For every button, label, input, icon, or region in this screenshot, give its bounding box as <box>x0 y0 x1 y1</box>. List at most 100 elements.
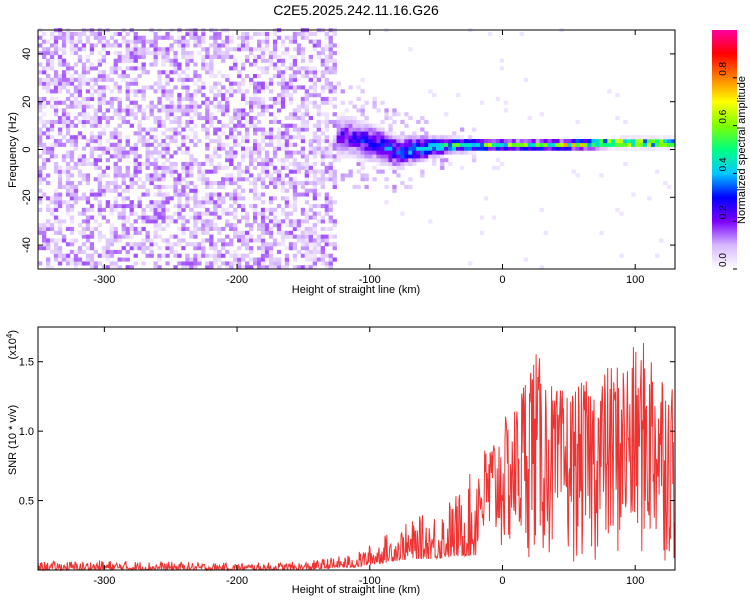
heatmap-cell <box>651 135 656 140</box>
heatmap-cell <box>392 188 397 193</box>
heatmap-cell <box>312 150 317 155</box>
heatmap-cell <box>197 74 202 79</box>
heatmap-cell <box>46 89 51 94</box>
heatmap-cell <box>396 154 401 159</box>
heatmap-cell <box>217 249 222 254</box>
heatmap-cell <box>511 146 517 151</box>
heatmap-cell <box>328 219 333 224</box>
heatmap-cell <box>276 127 282 132</box>
heatmap-cell <box>352 123 357 128</box>
heatmap-cell <box>276 242 282 247</box>
heatmap-cell <box>237 161 242 166</box>
heatmap-cell <box>241 112 246 117</box>
heatmap-cell <box>472 142 477 147</box>
heatmap-cell <box>185 226 190 231</box>
heatmap-cell <box>169 108 174 113</box>
heatmap-cell <box>42 112 47 117</box>
heatmap-cell <box>237 177 242 182</box>
heatmap-cell <box>229 226 234 231</box>
heatmap-cell <box>173 135 178 140</box>
heatmap-cell <box>73 77 79 82</box>
heatmap-cell <box>388 127 393 132</box>
heatmap-cell <box>165 165 170 170</box>
heatmap-cell <box>360 150 365 155</box>
heatmap-cell <box>153 81 158 86</box>
heatmap-cell <box>225 261 230 266</box>
heatmap-cell <box>631 146 636 151</box>
heatmap-cell <box>292 223 298 228</box>
heatmap-cell <box>420 127 425 132</box>
heatmap-cell <box>328 150 333 155</box>
heatmap-cell <box>165 35 170 40</box>
spectrogram-y-tick-label: -40 <box>21 237 33 253</box>
heatmap-cell <box>563 146 568 151</box>
heatmap-cell <box>304 100 309 105</box>
heatmap-cell <box>109 146 114 151</box>
heatmap-cell <box>42 161 47 166</box>
heatmap-cell <box>344 139 349 144</box>
heatmap-cell <box>253 215 258 220</box>
heatmap-cell <box>38 154 43 159</box>
heatmap-cell <box>101 77 106 82</box>
heatmap-cell <box>177 146 182 151</box>
heatmap-cell <box>85 196 91 201</box>
heatmap-cell <box>237 85 242 90</box>
heatmap-cell <box>424 135 429 140</box>
heatmap-cell <box>197 173 202 178</box>
heatmap-cell <box>280 74 286 79</box>
heatmap-cell <box>308 226 313 231</box>
heatmap-cell <box>639 142 644 147</box>
heatmap-cell <box>53 100 59 105</box>
heatmap-cell <box>113 173 118 178</box>
heatmap-cell <box>217 253 222 258</box>
heatmap-cell <box>169 242 174 247</box>
heatmap-cell <box>117 265 122 270</box>
heatmap-cell <box>105 249 110 254</box>
heatmap-cell <box>300 31 306 36</box>
heatmap-cell <box>253 177 258 182</box>
heatmap-cell <box>117 108 122 113</box>
heatmap-cell <box>284 265 290 270</box>
heatmap-cell <box>268 253 274 258</box>
heatmap-cell <box>173 104 178 109</box>
heatmap-cell <box>209 238 214 243</box>
heatmap-cell <box>288 211 294 216</box>
heatmap-cell <box>193 257 198 262</box>
heatmap-cell <box>336 123 341 128</box>
heatmap-cell <box>272 181 278 186</box>
heatmap-cell <box>105 119 110 124</box>
heatmap-cell <box>89 246 95 251</box>
heatmap-cell <box>328 253 333 258</box>
heatmap-cell <box>523 142 528 147</box>
heatmap-cell <box>284 146 290 151</box>
heatmap-cell <box>125 81 130 86</box>
heatmap-cell <box>531 146 536 151</box>
heatmap-cell <box>320 96 325 101</box>
heatmap-cell <box>157 200 162 205</box>
heatmap-cell <box>376 146 381 151</box>
heatmap-cell <box>253 131 258 136</box>
heatmap-cell <box>225 154 230 159</box>
heatmap-cell <box>264 39 270 44</box>
heatmap-cell <box>42 192 47 197</box>
heatmap-cell <box>181 96 186 101</box>
heatmap-cell <box>491 215 497 220</box>
heatmap-cell <box>276 96 282 101</box>
heatmap-cell <box>264 135 270 140</box>
heatmap-cell <box>253 146 258 151</box>
heatmap-cell <box>197 169 202 174</box>
heatmap-cell <box>169 43 174 48</box>
heatmap-cell <box>125 66 130 71</box>
heatmap-cell <box>61 169 67 174</box>
heatmap-cell <box>181 165 186 170</box>
heatmap-cell <box>364 100 369 105</box>
heatmap-cell <box>73 188 79 193</box>
heatmap-cell <box>217 200 222 205</box>
heatmap-cell <box>647 196 652 201</box>
heatmap-cell <box>189 31 194 36</box>
heatmap-cell <box>324 35 329 40</box>
heatmap-cell <box>81 261 87 266</box>
heatmap-cell <box>181 188 186 193</box>
heatmap-cell <box>101 100 106 105</box>
heatmap-cell <box>352 131 357 136</box>
